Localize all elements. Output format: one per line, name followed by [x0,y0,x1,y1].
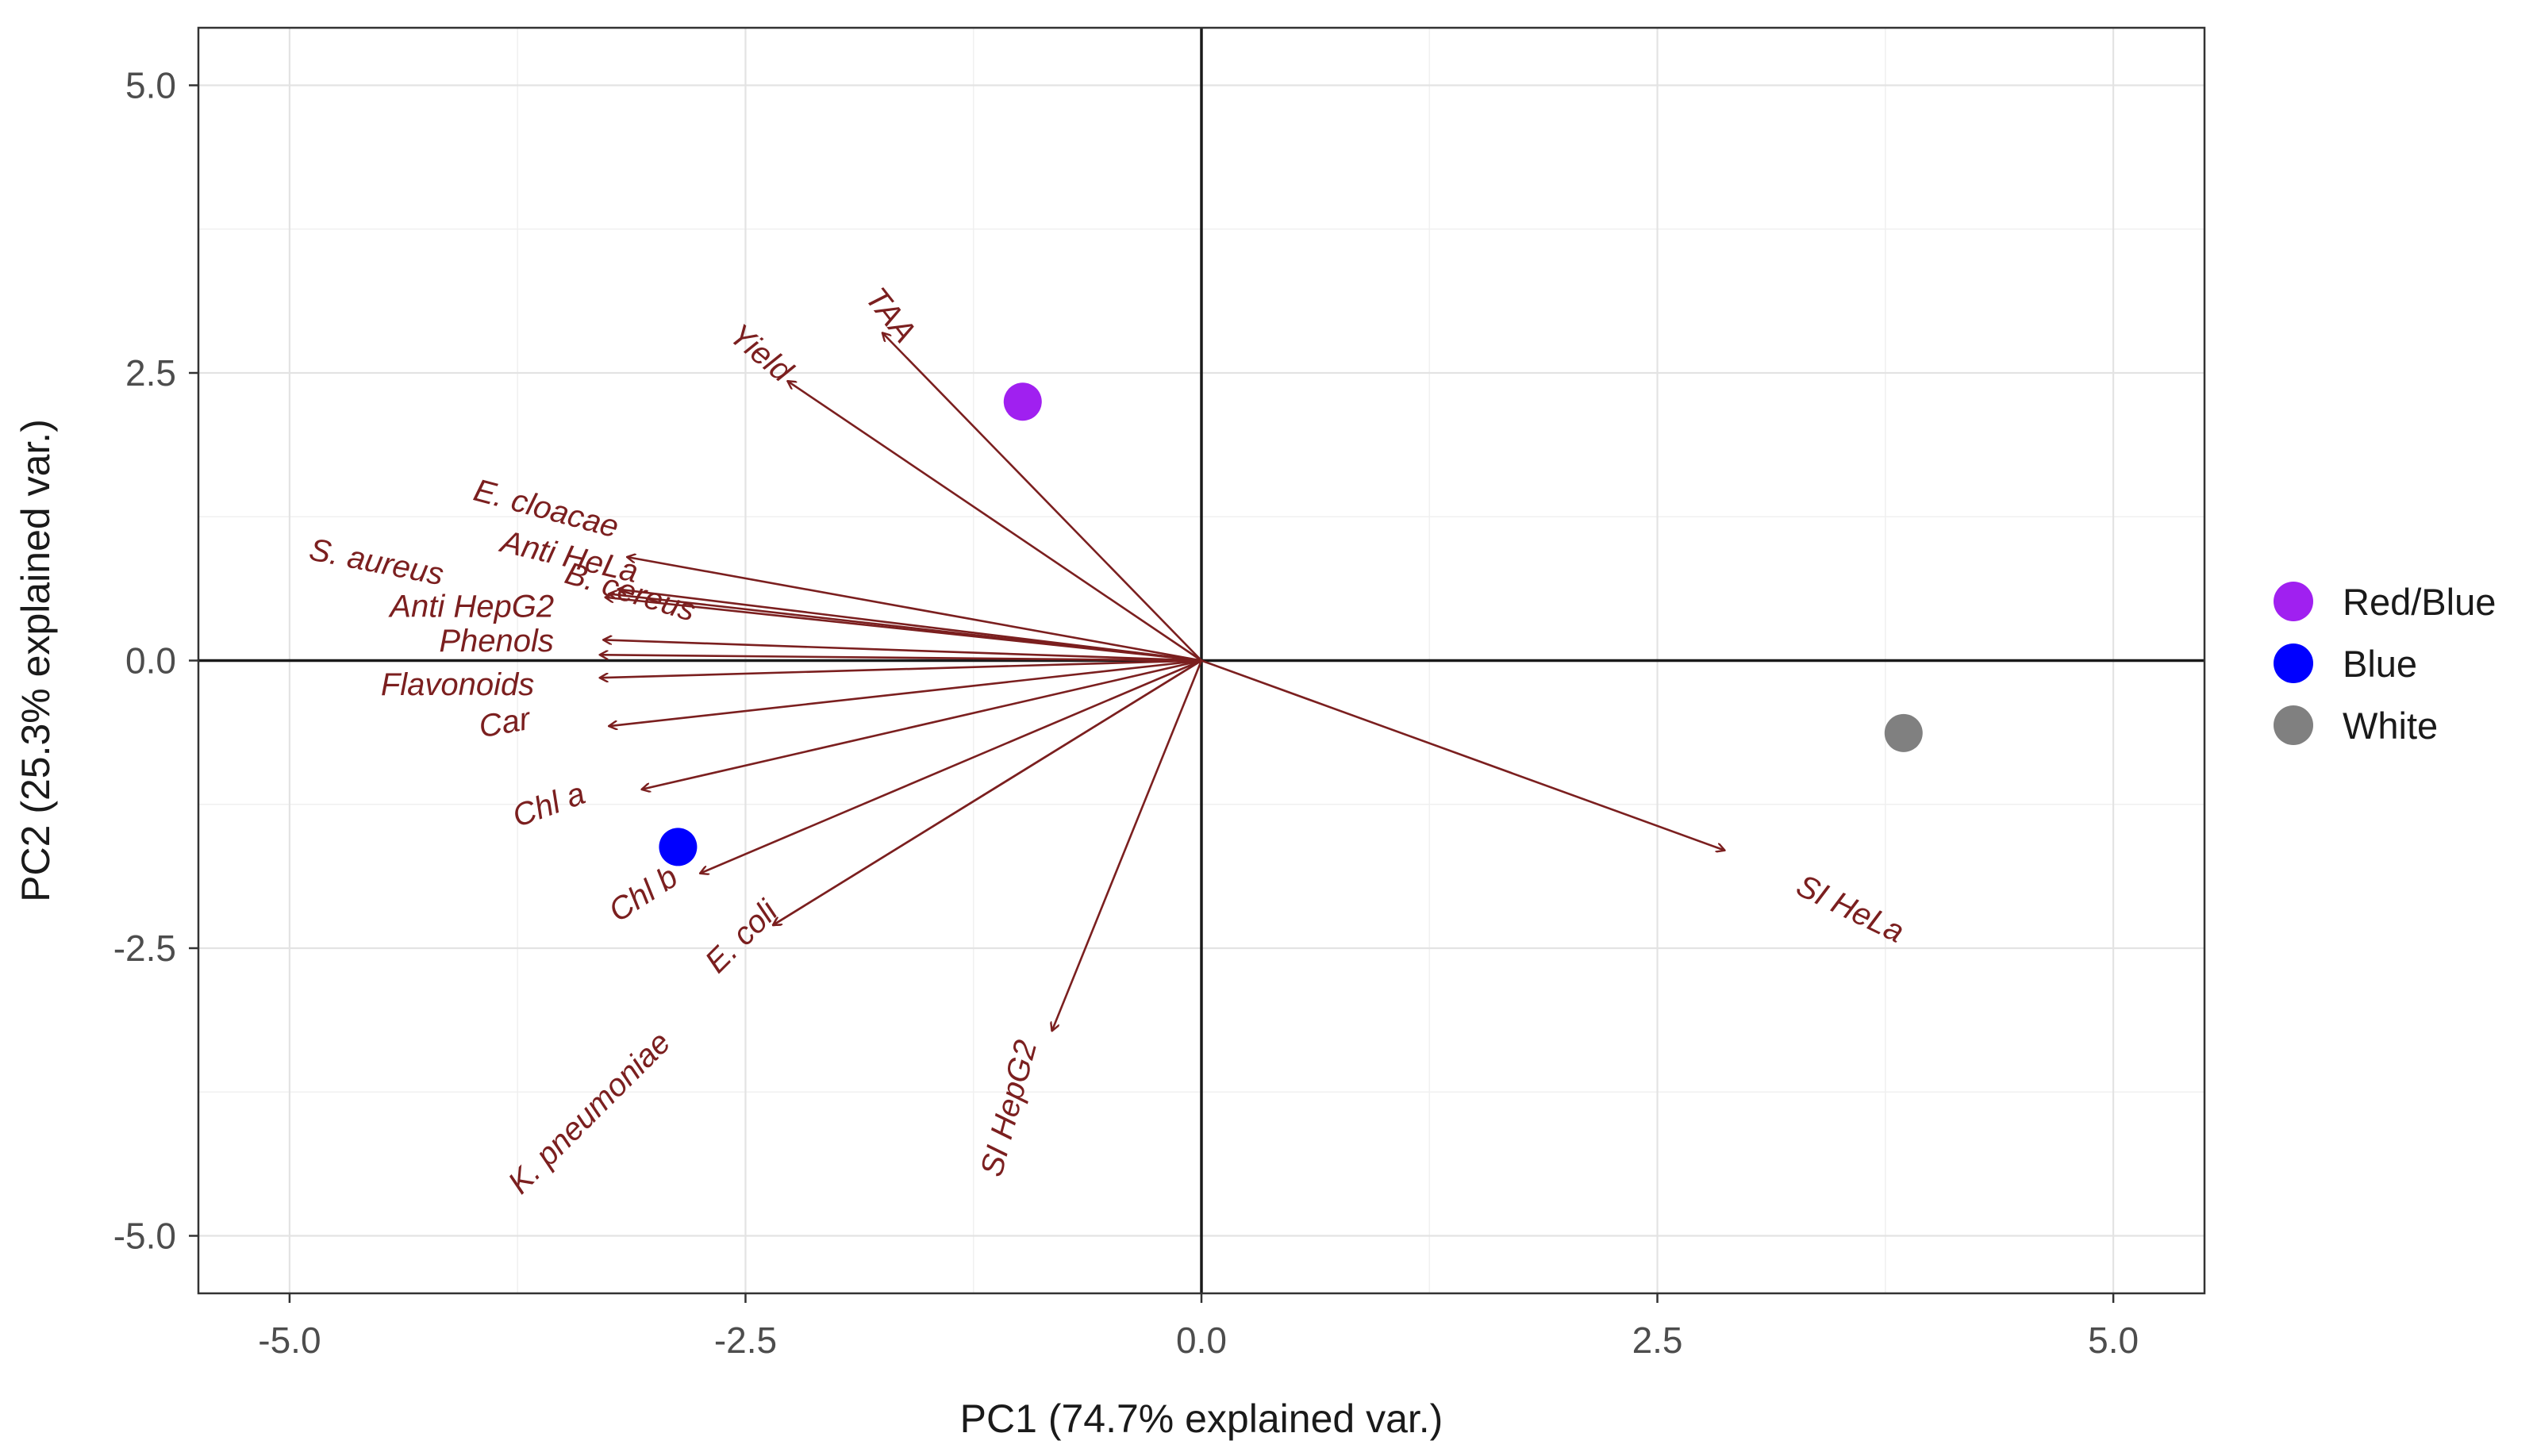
loading-arrow [603,640,1202,662]
loading-label: Chl b [603,859,684,929]
loading-label: K. pneumoniae [502,1025,677,1201]
loading-label: Anti HepG2 [388,589,554,624]
x-tick-label: -5.0 [258,1320,321,1361]
loading-label: TAA [859,281,923,349]
legend-label: Blue [2343,643,2417,685]
loading-arrow [700,659,1202,874]
loading-label: SI HeLa [1791,868,1909,950]
x-tick-label: -2.5 [714,1320,777,1361]
loading-label: Flavonoids [381,667,534,702]
legend-key [2274,705,2313,745]
x-tick-label: 5.0 [2088,1320,2139,1361]
loading-arrow [600,655,1202,662]
y-axis-title: PC2 (25.3% explained var.) [13,419,58,902]
y-tick-label: -2.5 [113,928,176,969]
loading-arrow [627,557,1202,662]
loading-arrow [600,659,1202,678]
y-tick-label: 2.5 [125,352,176,394]
loading-label: Car [476,701,534,745]
legend-key [2274,643,2313,683]
loading-label: E. coli [698,893,785,980]
sample-point [1003,382,1042,421]
loading-arrow [609,659,1202,727]
y-tick-label: 0.0 [125,640,176,682]
loading-arrow [1052,660,1203,1031]
loading-arrow [605,597,1202,662]
y-tick-label: 5.0 [125,65,176,106]
x-tick-label: 2.5 [1632,1320,1683,1361]
loading-arrow [641,659,1202,789]
legend-label: White [2343,705,2438,747]
loading-label: SI HepG2 [974,1036,1044,1180]
legend-label: Red/Blue [2343,581,2496,623]
x-tick-label: 0.0 [1176,1320,1227,1361]
x-axis-title: PC1 (74.7% explained var.) [960,1396,1443,1441]
sample-point [659,828,698,866]
loading-label: Chl a [508,776,590,834]
loading-label: S. aureus [306,532,446,593]
y-tick-label: -5.0 [113,1216,176,1257]
loading-label: Phenols [439,624,554,659]
loading-arrow [773,659,1202,926]
loading-label: Yield [723,317,800,390]
loading-arrow [787,381,1202,662]
loading-arrow [882,332,1202,662]
loading-arrow [1201,659,1725,851]
legend-key [2274,582,2313,621]
sample-point [1884,713,1923,752]
